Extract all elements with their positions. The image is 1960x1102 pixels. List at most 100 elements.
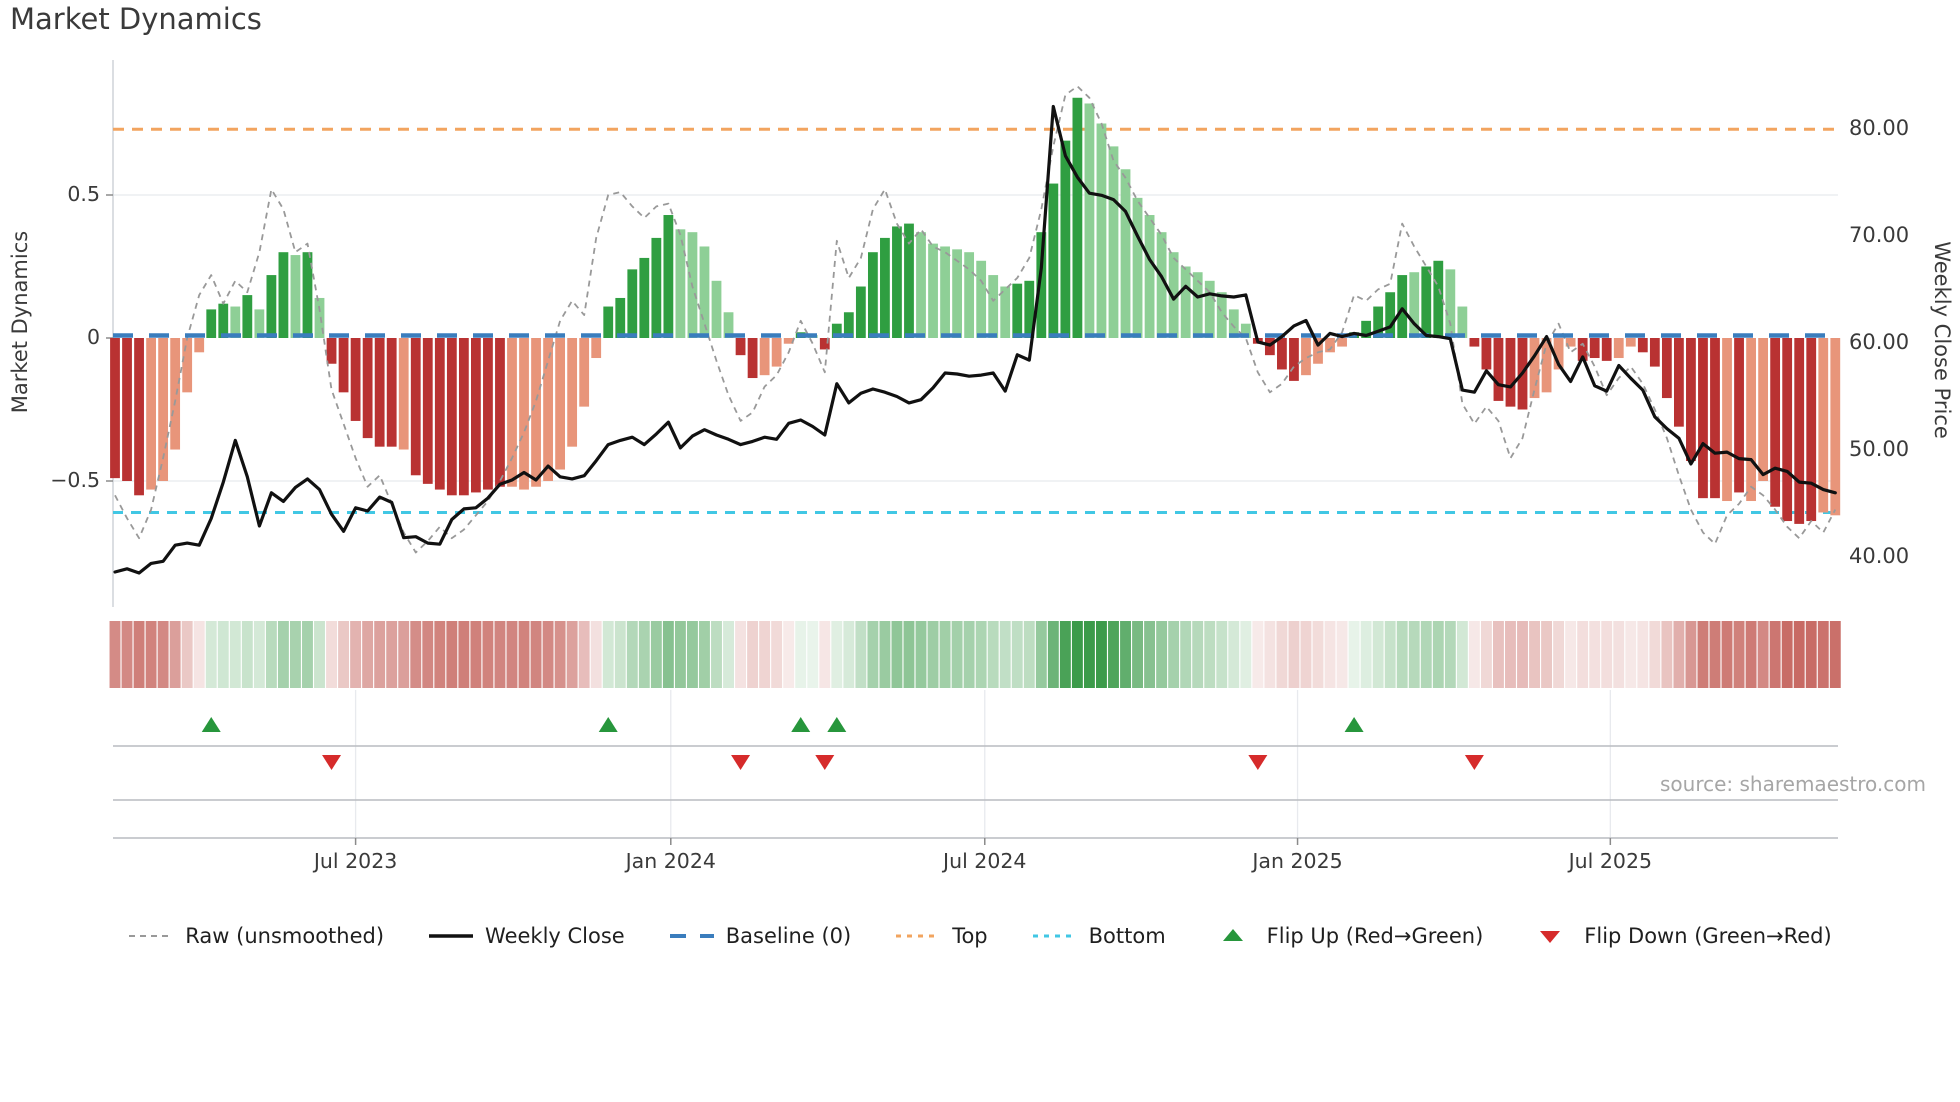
- heatmap-cell: [711, 621, 722, 688]
- heatmap-cell: [1336, 621, 1348, 688]
- heatmap-cell: [265, 621, 277, 688]
- heatmap-cell: [1035, 621, 1047, 688]
- oscillator-bar: [735, 338, 746, 356]
- oscillator-bar: [170, 338, 181, 450]
- heatmap-cell: [963, 621, 975, 688]
- heatmap-cell: [1120, 621, 1131, 688]
- heatmap-cell: [374, 621, 386, 688]
- oscillator-bar: [1000, 286, 1011, 338]
- heatmap-cell: [1216, 621, 1228, 688]
- legend-item-dot-orange: Top: [895, 924, 988, 948]
- flip-up-marker: [791, 717, 811, 732]
- heatmap-cell: [1156, 621, 1168, 688]
- heatmap-cell: [506, 621, 518, 688]
- oscillator-bar: [1565, 338, 1576, 347]
- oscillator-bar: [1770, 338, 1781, 507]
- oscillator-bar: [386, 338, 397, 447]
- heatmap-cell: [566, 621, 578, 688]
- heatmap-cell: [518, 621, 530, 688]
- heatmap-cell: [1192, 621, 1204, 688]
- oscillator-bar: [759, 338, 770, 376]
- heatmap-cell: [638, 621, 650, 688]
- heatmap-cell: [1589, 621, 1601, 688]
- flip-up-marker: [827, 717, 847, 732]
- oscillator-bar: [1698, 338, 1708, 499]
- oscillator-bar: [422, 338, 433, 484]
- heatmap-cell: [1541, 621, 1553, 688]
- oscillator-bar: [1072, 97, 1083, 338]
- oscillator-bar: [1746, 338, 1756, 502]
- heatmap-cell: [1312, 621, 1324, 688]
- legend-item-dot-cyan: Bottom: [1032, 924, 1166, 948]
- oscillator-bar: [1132, 197, 1143, 338]
- oscillator-bar: [1096, 123, 1107, 338]
- oscillator-bar: [1060, 140, 1071, 338]
- oscillator-bar: [531, 338, 541, 487]
- oscillator-bar: [831, 323, 842, 338]
- oscillator-bar: [940, 246, 950, 338]
- oscillator-bar: [483, 338, 493, 490]
- legend: Raw (unsmoothed) Weekly Close Baseline (0)…: [0, 924, 1960, 948]
- oscillator-bar: [182, 338, 193, 393]
- oscillator-bar: [1830, 338, 1841, 516]
- oscillator-bar: [1674, 338, 1684, 427]
- heatmap-cell: [1649, 621, 1661, 688]
- flip-up-marker: [1344, 717, 1364, 732]
- heatmap-cell: [277, 621, 289, 688]
- heatmap-cell: [1673, 621, 1685, 688]
- heatmap-cell: [1276, 621, 1288, 688]
- heatmap-cell: [422, 621, 434, 688]
- oscillator-bar: [302, 252, 313, 338]
- oscillator-bar: [591, 338, 602, 359]
- heatmap-cell: [795, 621, 807, 688]
- oscillator-bar: [1469, 338, 1480, 347]
- heatmap-cell: [650, 621, 662, 688]
- oscillator-bar: [446, 338, 457, 496]
- oscillator-bar: [1613, 338, 1624, 359]
- oscillator-bar: [194, 338, 205, 353]
- heatmap-cell: [241, 621, 253, 688]
- heatmap-cell: [1288, 621, 1300, 688]
- oscillator-bar: [615, 297, 626, 338]
- oscillator-bar: [1818, 338, 1829, 513]
- legend-label: Flip Down (Green→Red): [1584, 924, 1832, 948]
- oscillator-bar: [1734, 338, 1744, 493]
- oscillator-bar: [627, 269, 638, 338]
- heatmap-cell: [169, 621, 181, 688]
- heatmap-cell: [1637, 621, 1649, 688]
- heatmap-cell: [1180, 621, 1192, 688]
- heatmap-cell: [1505, 621, 1516, 688]
- oscillator-bar: [1577, 338, 1588, 361]
- oscillator-bar: [1301, 338, 1311, 376]
- heatmap-cell: [1613, 621, 1625, 688]
- oscillator-bar: [1541, 338, 1552, 393]
- heatmap-cell: [939, 621, 951, 688]
- flip-down-marker: [815, 755, 835, 770]
- heatmap-cell: [1360, 621, 1372, 688]
- heatmap-cell: [1480, 621, 1492, 688]
- oscillator-bar: [904, 223, 914, 338]
- oscillator-bar: [699, 246, 710, 338]
- oscillator-bar: [1180, 266, 1191, 338]
- heatmap-cell: [999, 621, 1011, 688]
- oscillator-bar: [1289, 338, 1299, 381]
- oscillator-bar: [867, 252, 878, 338]
- heatmap-cell: [398, 621, 410, 688]
- oscillator-bar: [110, 338, 120, 479]
- oscillator-bar: [1168, 252, 1179, 338]
- tri-down-icon: [1527, 926, 1573, 946]
- heatmap-cell: [229, 621, 241, 688]
- heatmap-cell: [1348, 621, 1360, 688]
- flip-down-marker: [1464, 755, 1484, 770]
- heatmap-cell: [987, 621, 999, 688]
- oscillator-bar: [134, 338, 144, 496]
- heatmap-cell: [578, 621, 590, 688]
- heatmap-cell: [1324, 621, 1336, 688]
- legend-line-icon: [895, 926, 941, 946]
- oscillator-bar: [916, 232, 926, 338]
- heatmap-cell: [205, 621, 217, 688]
- heatmap-cell: [1144, 621, 1156, 688]
- heatmap-cell: [1071, 621, 1083, 688]
